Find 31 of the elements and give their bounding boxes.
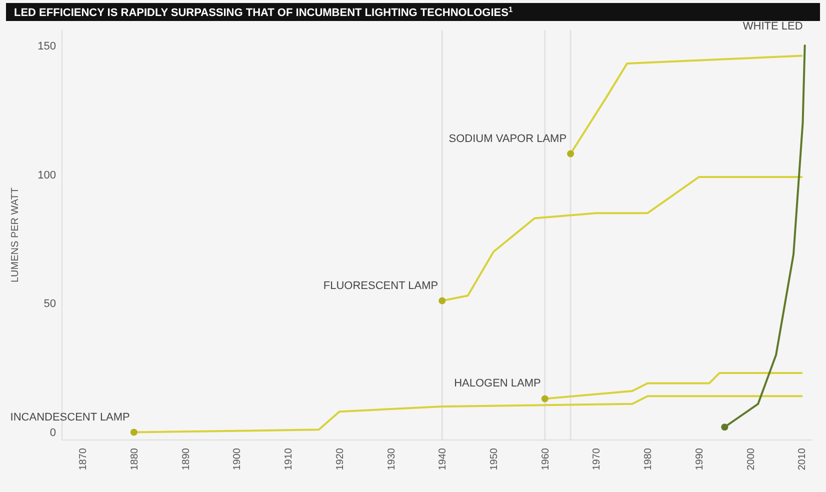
point <box>567 150 574 158</box>
y-tick-label: 100 <box>38 169 56 182</box>
x-tick-label: 2010 <box>797 448 808 470</box>
point <box>438 297 446 304</box>
series-label: WHITE LED <box>742 20 803 32</box>
x-tick-label: 1950 <box>489 448 500 470</box>
x-tick-label: 1880 <box>129 448 140 470</box>
y-tick-label: 0 <box>50 427 56 440</box>
x-tick-label: 1980 <box>643 448 654 470</box>
x-tick-label: 1960 <box>540 448 552 470</box>
x-tick-label: 1890 <box>180 448 192 470</box>
series-label: SODIUM VAPOR LAMP <box>448 132 567 145</box>
point <box>541 395 548 402</box>
x-tick-label: 1910 <box>284 448 295 470</box>
x-tick-label: 1990 <box>694 448 706 470</box>
y-tick-label: 50 <box>44 298 56 310</box>
series-label: FLUORESCENT LAMP <box>323 280 438 292</box>
chart-title: LED EFFICIENCY IS RAPIDLY SURPASSING THAT OF INCUMBENT LIGHTING TECHNOLOGIES$^{1}$ <box>14 4 514 19</box>
series-label: HALOGEN LAMP <box>454 378 541 390</box>
x-tick-label: 1940 <box>438 448 449 470</box>
x-tick-label: 2000 <box>746 448 757 470</box>
x-tick-label: 1920 <box>334 448 346 470</box>
y-tick-label: 150 <box>38 40 56 52</box>
series-label: INCANDESCENT LAMP <box>10 411 130 424</box>
y-axis-title: LUMENS PER WATT <box>10 187 21 283</box>
x-tick-label: 1930 <box>386 448 398 470</box>
x-tick-label: 1870 <box>78 448 90 470</box>
x-tick-label: 1900 <box>232 448 244 470</box>
point <box>721 424 728 431</box>
x-tick-label: 1970 <box>592 448 603 470</box>
point <box>130 428 138 436</box>
